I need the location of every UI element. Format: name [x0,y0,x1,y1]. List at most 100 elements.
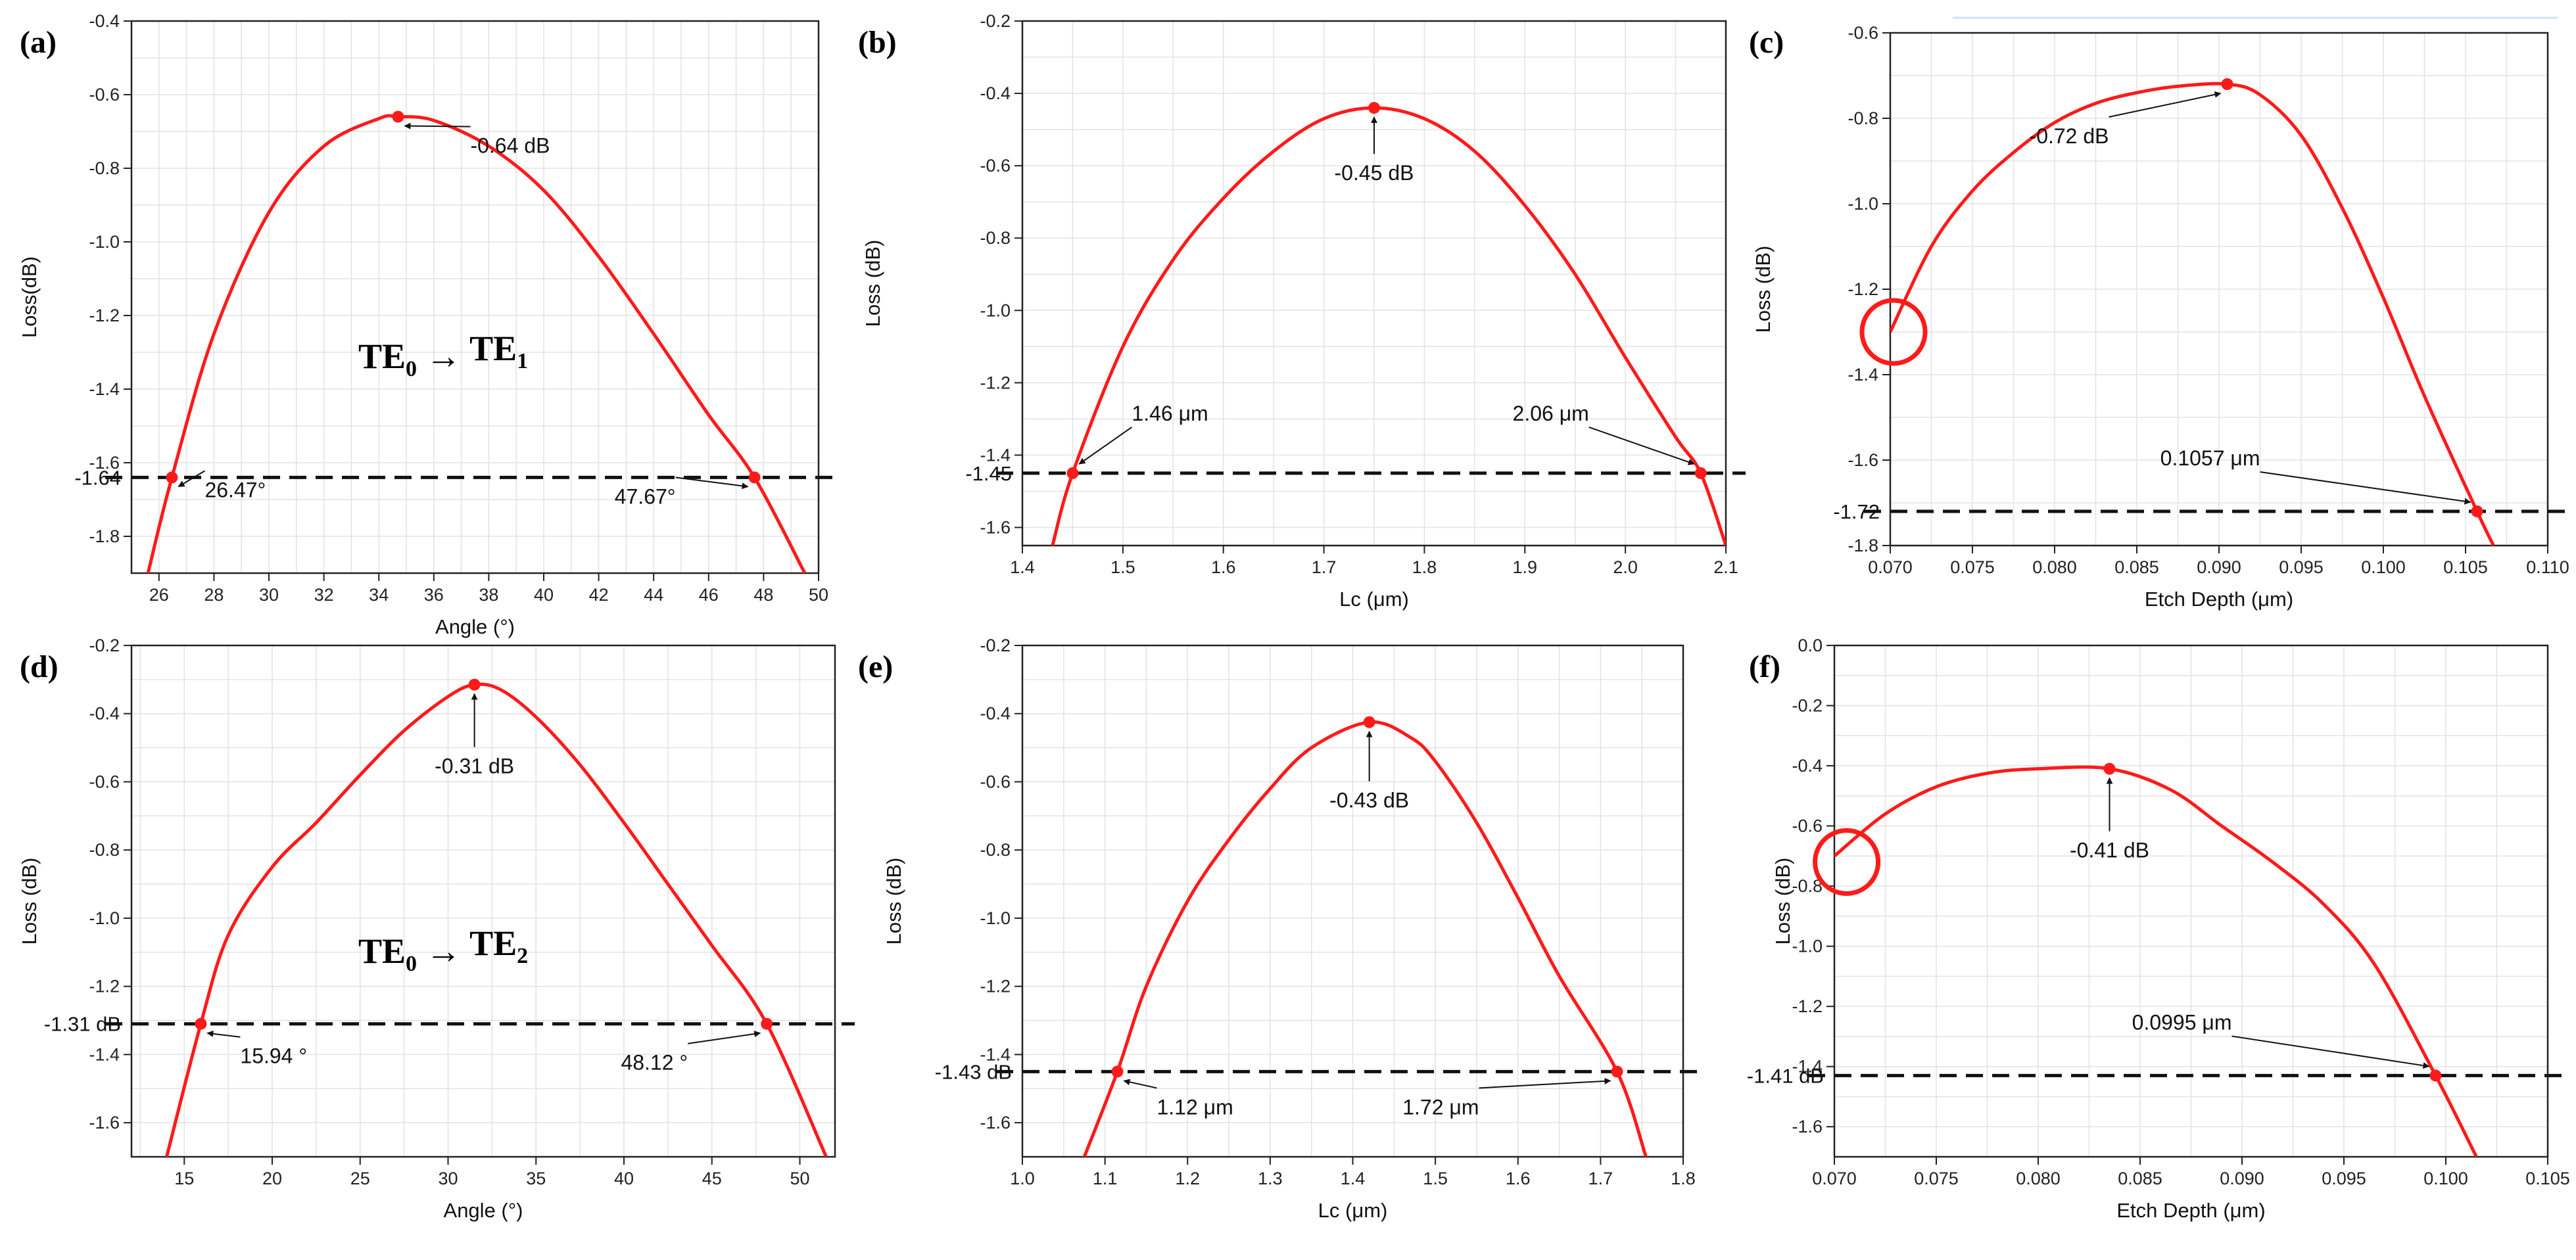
y-tick-label: -1.4 [1792,1057,1823,1077]
threshold-label: -1.41 dB [1747,1064,1824,1087]
chart-panel-d: 15 20 25 30 35 40 45 50-1.6-1.4-1.2-1.0-0.8-0.6… [18,636,855,1222]
y-axis-title: Loss (dB) [18,858,41,945]
y-tick-label: -0.6 [89,85,120,105]
y-tick-label: -1.4 [89,379,120,399]
x-tick-label: 45 [702,1169,722,1188]
y-tick-label: -0.2 [1792,696,1823,716]
x-tick-label: 1.0 [1010,1169,1035,1188]
annotation-arrow [1479,1077,1611,1089]
annotation-arrow [1588,426,1695,465]
annotation-arrow [2109,91,2222,118]
y-tick-label: -0.8 [89,840,120,860]
y-tick-label: -1.4 [980,445,1011,465]
threshold-label: -1.72 [1833,500,1880,523]
x-tick-label: 1.4 [1010,557,1035,577]
x-tick-label: 1.6 [1506,1169,1531,1188]
x-tick-label: 0.110 [2526,557,2569,577]
y-tick-label: -0.8 [980,228,1011,248]
annotation-label: -0.43 dB [1329,789,1409,812]
y-tick-label: -0.8 [1792,876,1823,896]
plot-area [131,645,835,1157]
y-axis-title: Loss (dB) [882,858,905,945]
data-point [1066,467,1079,479]
y-tick-label: -0.6 [980,772,1011,791]
annotation-arrow [178,470,205,488]
y-tick-label: -1.6 [1792,1117,1823,1136]
annotation-arrow [2260,471,2471,505]
annotation-arrow [2231,1035,2430,1069]
y-tick-label: -1.6 [89,453,120,473]
data-point [1611,1065,1623,1078]
y-tick-label: -0.2 [980,636,1011,655]
y-tick-label: -0.2 [980,11,1011,31]
data-point [195,1017,207,1030]
mode-conversion-label: TE0 → TE1 [358,329,528,381]
x-axis-title: Etch Depth (μm) [2116,1199,2265,1222]
data-point [392,110,404,123]
data-point [1368,102,1380,114]
y-tick-label: -0.4 [89,704,120,724]
x-tick-label: 1.6 [1211,557,1236,577]
x-tick-label: 1.2 [1175,1169,1200,1188]
mode-conversion-label: TE0 → TE2 [358,923,528,976]
panel-label: (c) [1749,25,1784,60]
plot-frame [130,20,820,574]
threshold-label: -1.43 dB [935,1060,1012,1083]
y-tick-label: -0.4 [980,704,1011,724]
x-tick-label: 0.100 [2423,1169,2468,1188]
annotation-label: -0.72 dB [2030,124,2109,148]
y-tick-label: -0.8 [89,158,120,178]
x-tick-label: 0.095 [2322,1169,2366,1188]
y-axis-title: Loss(dB) [18,256,41,338]
y-tick-label: -0.4 [89,11,120,31]
y-tick-label: -1.4 [980,1044,1011,1064]
x-tick-label: 0.075 [1950,557,1995,577]
x-tick-label: 0.070 [1868,557,1913,577]
x-tick-label: 0.085 [2114,557,2159,577]
x-tick-label: 15 [174,1169,194,1188]
y-tick-label: -1.0 [1848,194,1878,214]
x-tick-label: 0.090 [2197,557,2241,577]
x-tick-label: 32 [314,585,334,605]
y-tick-label: -1.2 [89,306,120,325]
x-axis-title: Angle (°) [435,615,515,638]
x-tick-label: 0.095 [2279,557,2324,577]
annotation-label: 15.94 ° [240,1044,307,1068]
chart-panel-e: 1.0 1.1 1.2 1.3 1.4 1.5 1.6 1.7 1.8 -1.6 -1.4 -1.2 -… [858,636,1703,1222]
annotation-label: 1.46 μm [1132,402,1208,425]
annotation-label: -0.31 dB [435,755,514,778]
x-tick-label: 0.085 [2118,1169,2162,1188]
annotation-label: 26.47° [204,478,266,502]
annotation-label: 1.12 μm [1157,1095,1233,1119]
highlight-circle [1813,828,1881,897]
plot-frame [130,644,836,1158]
x-tick-label: 26 [149,585,169,605]
y-tick-label: -0.6 [89,772,120,791]
x-tick-label: 1.7 [1312,557,1337,577]
x-tick-label: 1.1 [1093,1169,1118,1188]
annotation-label: 0.1057 μm [2160,446,2260,470]
y-tick-label: -1.0 [980,908,1011,928]
data-point [2103,762,2116,775]
loss-curve [1834,765,2478,1157]
mode-subscript: 0 [406,357,417,381]
loss-curve [1051,106,1726,546]
annotation-arrow [1123,1079,1157,1089]
plot-frame [1021,20,1727,547]
x-tick-label: 1.4 [1341,1169,1366,1188]
highlight-circle [1859,298,1928,366]
mode-subscript: 1 [517,349,528,373]
x-tick-label: 1.8 [1412,557,1437,577]
annotation-arrow [675,477,749,490]
y-tick-label: -1.6 [1848,450,1878,470]
y-tick-label: -1.2 [1792,996,1823,1016]
panel-label: (d) [20,649,59,684]
x-tick-label: 50 [809,585,828,605]
annotation-label: 2.06 μm [1513,402,1589,425]
mode-subscript: 2 [517,944,528,968]
data-point [166,471,178,484]
mode-text: TE [469,923,517,963]
annotation-label: 48.12 ° [621,1051,688,1075]
data-point [1111,1065,1124,1078]
